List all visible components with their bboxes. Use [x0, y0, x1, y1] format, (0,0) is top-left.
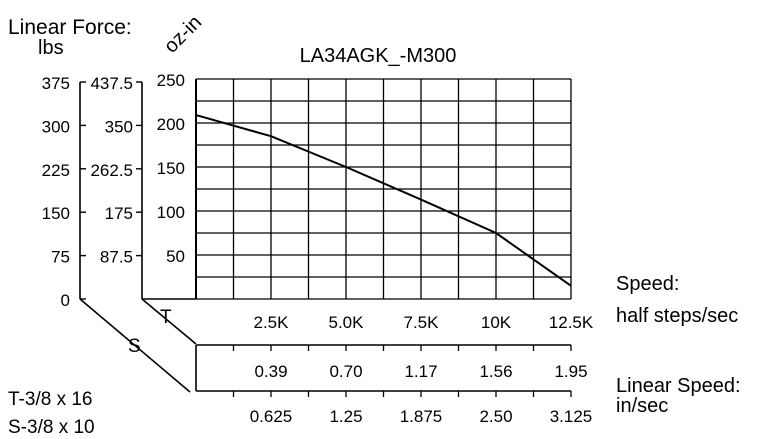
- x-axis-ticks: 2.5K 5.0K 7.5K 10K 12.5K: [254, 313, 594, 332]
- lbs-tick-label: 75: [51, 248, 70, 267]
- chart-title: LA34AGK_-M300: [300, 45, 457, 67]
- ozin-tick-label: 50: [166, 247, 185, 266]
- linear-force-label: Linear Force:: [8, 16, 132, 39]
- screw-S-label: S-3/8 x 10: [8, 417, 95, 438]
- linear-speed-T-label: 0.39: [254, 362, 287, 381]
- T-tick-label: 87.5: [100, 248, 133, 267]
- axis-label-S: S: [128, 336, 141, 357]
- lbs-tick-label: 0: [61, 291, 70, 310]
- linear-speed-S-label: 1.25: [329, 407, 362, 426]
- series-group: [195, 114, 572, 287]
- linear-speed-S-label: 3.125: [550, 407, 593, 426]
- linear-speed-scales: 0.39 0.70 1.17 1.56 1.95 0.625 1.25 1.875 2.50 3.…: [195, 344, 593, 426]
- linear-speed-T-label: 1.56: [479, 362, 512, 381]
- linear-speed-S-label: 2.50: [479, 407, 512, 426]
- lbs-tick-label: 150: [42, 204, 70, 223]
- speed-label-line1: Speed:: [616, 273, 679, 295]
- T-tick-label: 175: [105, 204, 133, 223]
- linear-speed-S-label: 0.625: [250, 407, 293, 426]
- lbs-tick-label: 225: [42, 161, 70, 180]
- lbs-tick-label: 375: [42, 74, 70, 93]
- ozin-tick-label: 200: [157, 115, 185, 134]
- linear-speed-T-label: 1.95: [554, 362, 587, 381]
- screw-T-label: T-3/8 x 16: [8, 389, 93, 410]
- speed-tick-label: 10K: [481, 313, 512, 332]
- linear-speed-S-label: 1.875: [400, 407, 443, 426]
- T-tick-label: 262.5: [90, 161, 133, 180]
- lbs-tick-label: 300: [42, 117, 70, 136]
- speed-tick-label: 5.0K: [329, 313, 365, 332]
- speed-tick-label: 2.5K: [254, 313, 290, 332]
- T-tick-label: 350: [105, 117, 133, 136]
- y-axes: 375 300 225 150 75 0 437.5 350 262.5 175 87.5 250 20…: [42, 71, 185, 310]
- ozin-tick-label: 150: [157, 159, 185, 178]
- lbs-unit-label: lbs: [38, 37, 64, 59]
- ozin-unit-label: oz-in: [160, 11, 206, 57]
- speed-label-line2: half steps/sec: [616, 305, 738, 327]
- ozin-tick-label: 100: [157, 203, 185, 222]
- speed-tick-label: 12.5K: [549, 313, 594, 332]
- speed-tick-label: 7.5K: [404, 313, 440, 332]
- series-line: [195, 114, 572, 287]
- T-tick-label: 437.5: [90, 74, 133, 93]
- ozin-tick-label: 250: [157, 71, 185, 90]
- linear-speed-T-label: 0.70: [329, 362, 362, 381]
- linear-speed-label-line2: in/sec: [616, 395, 668, 417]
- perspective-axes: [79, 298, 197, 393]
- plot-grid: [195, 78, 572, 300]
- linear-speed-T-label: 1.17: [404, 362, 437, 381]
- axis-label-T: T: [160, 307, 172, 328]
- linear-speed-label-line1: Linear Speed:: [616, 375, 741, 397]
